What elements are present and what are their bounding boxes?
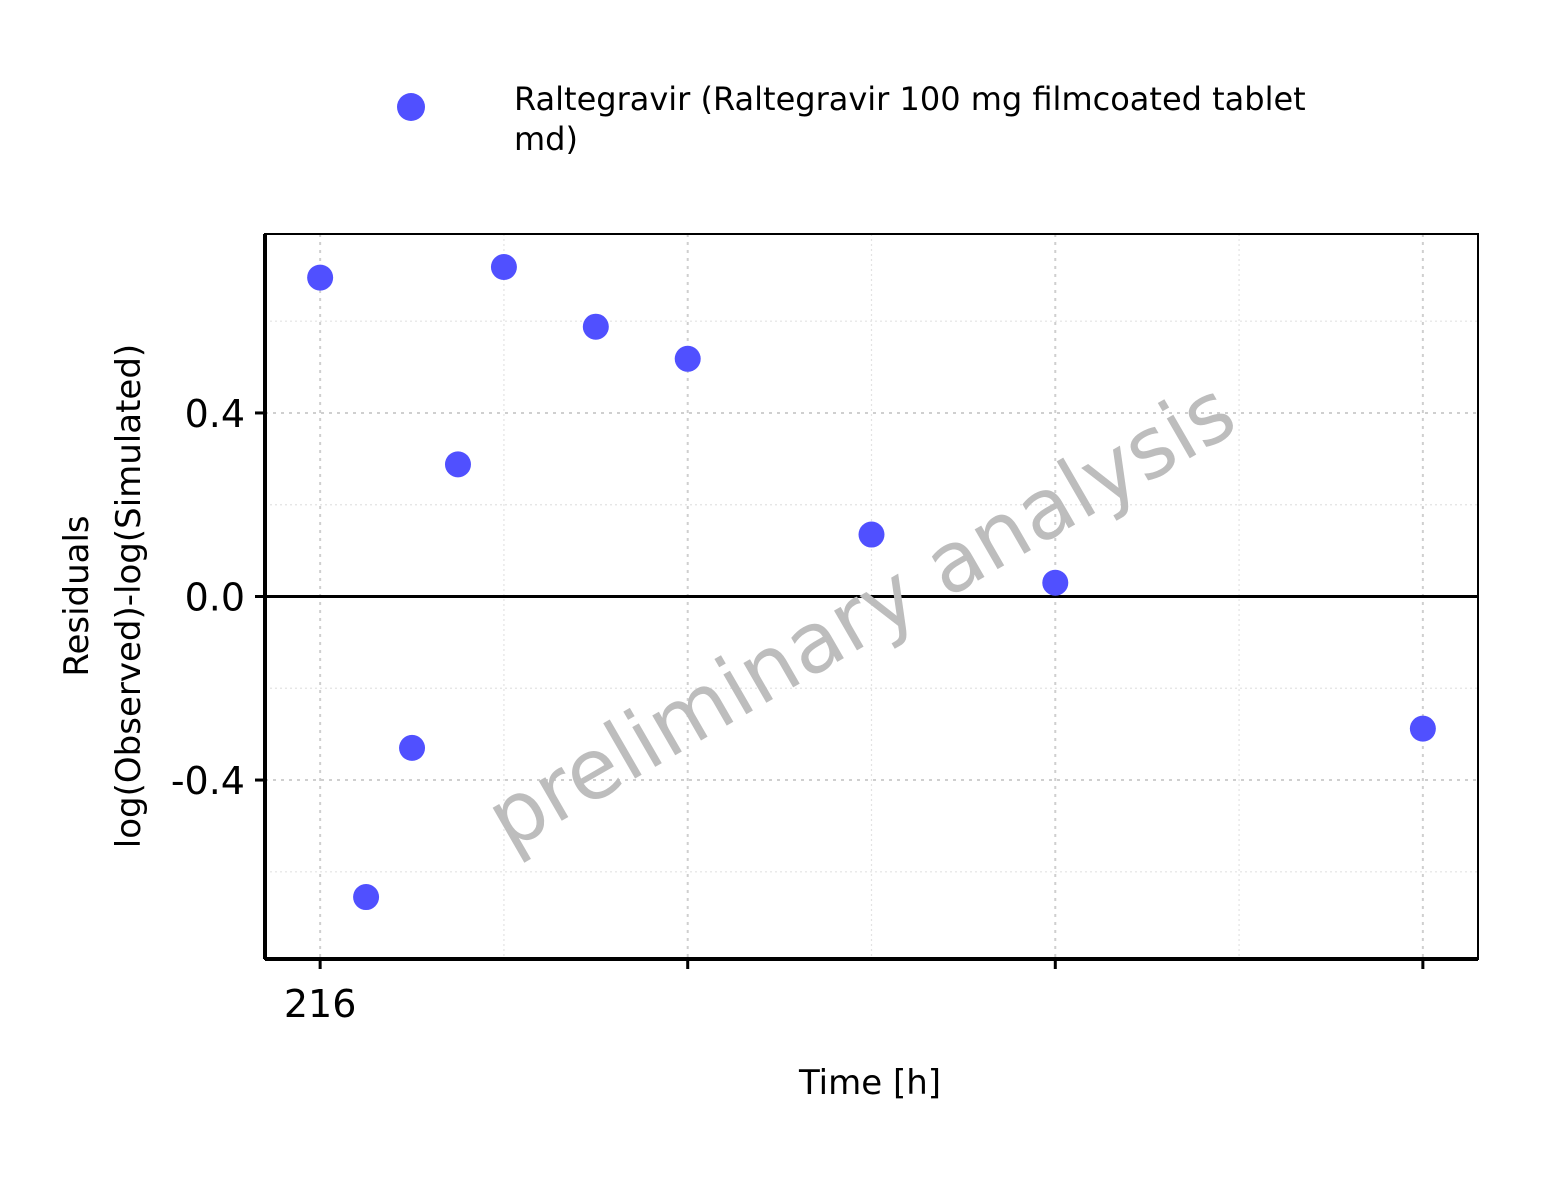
data-point (858, 521, 885, 548)
data-point (399, 734, 426, 761)
x-axis: 216 (265, 957, 1478, 1026)
y-tick-label: 0.0 (185, 576, 245, 620)
data-points (307, 254, 1436, 911)
legend-marker (397, 93, 425, 121)
data-point (674, 345, 701, 372)
y-axis-title: Residuals log(Observed)-log(Simulated) (57, 344, 149, 848)
data-point (490, 254, 517, 281)
plot-area: preliminary analysis (264, 233, 1479, 960)
y-tick-label: 0.4 (185, 392, 245, 436)
data-point (1409, 715, 1436, 742)
y-axis-title-line-1: Residuals (57, 515, 97, 676)
x-axis-title: Time [h] (798, 1063, 941, 1103)
y-tick-label: -0.4 (171, 759, 245, 803)
legend: Raltegravir (Raltegravir 100 mg filmcoat… (397, 80, 1306, 158)
x-tick-label: 216 (284, 982, 357, 1026)
minor-gridlines (265, 234, 1478, 959)
data-point (353, 884, 380, 911)
y-axis-title-line-2: log(Observed)-log(Simulated) (109, 344, 149, 848)
watermark: preliminary analysis (470, 361, 1251, 869)
data-point (582, 313, 609, 340)
legend-label-line-1: Raltegravir (Raltegravir 100 mg filmcoat… (514, 80, 1306, 118)
data-point (1042, 569, 1069, 596)
y-axis: -0.4 0.0 0.4 (171, 234, 267, 959)
legend-label-line-2: md) (514, 120, 578, 158)
data-point (307, 264, 334, 291)
data-point (444, 451, 471, 478)
